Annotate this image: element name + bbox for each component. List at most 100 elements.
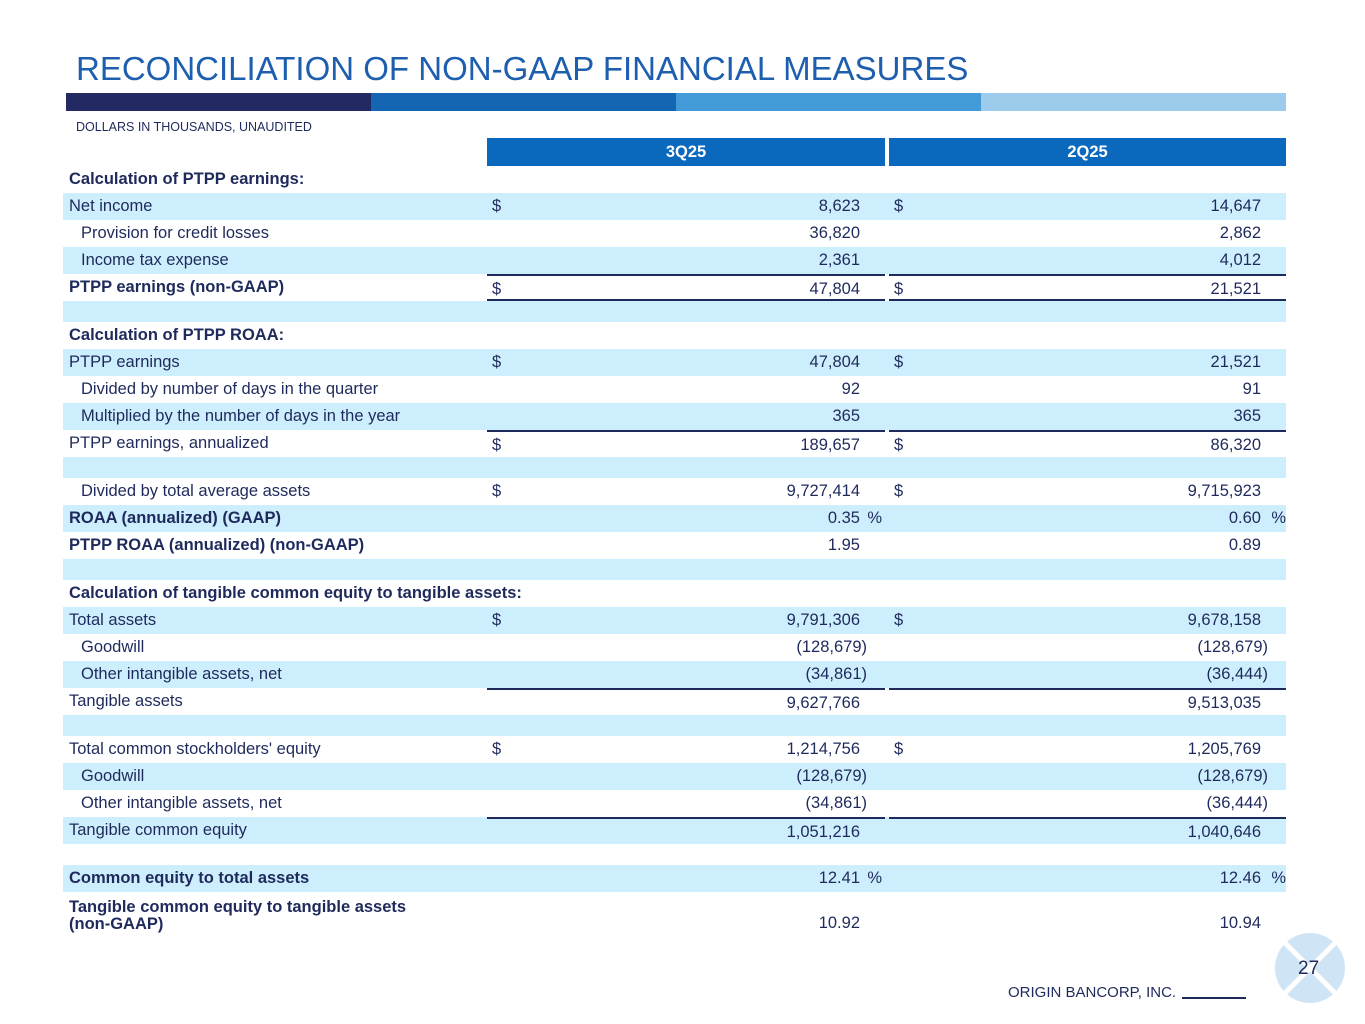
row-label: ROAA (annualized) (GAAP) [69,509,282,527]
spacer-row [63,844,1286,865]
reconciliation-table: 3Q25 2Q25 Calculation of PTPP earnings: N… [63,138,1286,942]
table-row: Total common stockholders' equity $1,214,… [63,736,1286,763]
value: 0.60 [1228,509,1261,527]
row-label: Total assets [69,611,157,629]
value-cell-3q25: $9,791,306 [487,607,885,634]
value: 365 [832,407,860,425]
value: (128,679) [1197,638,1268,656]
currency-symbol: $ [492,197,502,215]
value: 2,361 [818,251,860,269]
percent-sign: % [867,509,882,527]
table-row: Other intangible assets, net (34,861) (36,… [63,790,1286,817]
value: 1,205,769 [1187,740,1261,758]
row-label: Common equity to total assets [69,869,310,887]
table-row: PTPP earnings, annualized $189,657 $86,320 [63,430,1286,457]
currency-symbol: $ [492,353,502,371]
value: (36,444) [1206,665,1268,683]
row-label: Goodwill [81,767,145,785]
value: 9,678,158 [1187,611,1261,629]
percent-sign: % [1271,869,1286,887]
value: 1,040,646 [1187,823,1261,841]
table-header: 3Q25 2Q25 [63,138,1286,166]
value-cell-3q25: 1.95 [487,532,885,559]
percent-sign: % [867,869,882,887]
row-label: Other intangible assets, net [81,794,282,812]
value: 12.46 [1219,869,1261,887]
value: 10.94 [1219,914,1261,932]
value: 10.92 [818,914,860,932]
value: 86,320 [1210,436,1261,454]
currency-symbol: $ [492,280,502,298]
table-row: Net income $8,623 $14,647 [63,193,1286,220]
spacer-row [63,559,1286,580]
value-cell-2q25: 4,012 [889,247,1286,274]
percent-sign: % [1271,509,1286,527]
value: 21,521 [1210,353,1261,371]
value: 14,647 [1210,197,1261,215]
table-row: Divided by number of days in the quarter… [63,376,1286,403]
value-cell-3q25: 10.92 [487,892,885,942]
currency-symbol: $ [894,611,904,629]
title-bar-segment-2 [371,93,676,111]
table-row: Tangible common equity 1,051,216 1,040,646 [63,817,1286,844]
value: 47,804 [809,353,860,371]
table-row: Income tax expense 2,361 4,012 [63,247,1286,274]
table-row: Calculation of PTPP earnings: [63,166,1286,193]
value-cell-3q25: $1,214,756 [487,736,885,763]
column-header-3q25: 3Q25 [487,138,885,166]
value-cell-3q25: 365 [487,403,885,430]
table-row: Other intangible assets, net (34,861) (36,… [63,661,1286,688]
value-cell-2q25: $14,647 [889,193,1286,220]
value: 36,820 [809,224,860,242]
table-row: Divided by total average assets $9,727,41… [63,478,1286,505]
currency-symbol: $ [492,611,502,629]
value-cell-3q25: 1,051,216 [487,817,885,844]
row-label: PTPP earnings (non-GAAP) [69,278,285,296]
currency-symbol: $ [894,280,904,298]
value-cell-2q25: $1,205,769 [889,736,1286,763]
value-cell-2q25: 2,862 [889,220,1286,247]
table-row: PTPP earnings (non-GAAP) $47,804 $21,521 [63,274,1286,305]
value-cell-2q25: (36,444) [889,661,1286,688]
row-label: Net income [69,197,153,215]
row-label: Calculation of PTPP earnings: [69,170,305,188]
value: 92 [841,380,860,398]
row-label: Calculation of tangible common equity to… [69,584,522,602]
table-row: Goodwill (128,679) (128,679) [63,634,1286,661]
row-label: Calculation of PTPP ROAA: [69,326,285,344]
value-cell-3q25: (128,679) [487,634,885,661]
footer-rule [1182,997,1247,999]
value: (34,861) [805,794,867,812]
table-row: Goodwill (128,679) (128,679) [63,763,1286,790]
value-cell-2q25: 1,040,646 [889,817,1286,844]
value-cell-3q25: $189,657 [487,430,885,457]
value: 4,012 [1219,251,1261,269]
title-bar-segment-4 [981,93,1286,111]
row-label: Total common stockholders' equity [69,740,321,758]
value-cell-2q25: 10.94 [889,892,1286,942]
units-note: DOLLARS IN THOUSANDS, UNAUDITED [76,120,312,134]
spacer-row [63,301,1286,322]
currency-symbol: $ [492,436,502,454]
value-cell-2q25: $86,320 [889,430,1286,457]
value: 9,513,035 [1187,694,1261,712]
row-label: Divided by total average assets [81,482,311,500]
value: 0.35 [827,509,860,527]
row-label: Other intangible assets, net [81,665,282,683]
value-cell-2q25: 0.60% [889,505,1286,532]
currency-symbol: $ [894,436,904,454]
value: 9,627,766 [786,694,860,712]
value-cell-2q25: $21,521 [889,349,1286,376]
value: 1,214,756 [786,740,860,758]
value-cell-2q25: $21,521 [889,274,1286,305]
value: 21,521 [1210,280,1261,298]
value: (36,444) [1206,794,1268,812]
value: 12.41 [818,869,860,887]
value-cell-3q25: 36,820 [487,220,885,247]
title-bar-segment-1 [66,93,371,111]
row-label: Divided by number of days in the quarter [81,380,379,398]
value: 9,727,414 [786,482,860,500]
page-title: RECONCILIATION OF NON-GAAP FINANCIAL MEA… [76,50,969,87]
title-bar-segment-3 [676,93,981,111]
